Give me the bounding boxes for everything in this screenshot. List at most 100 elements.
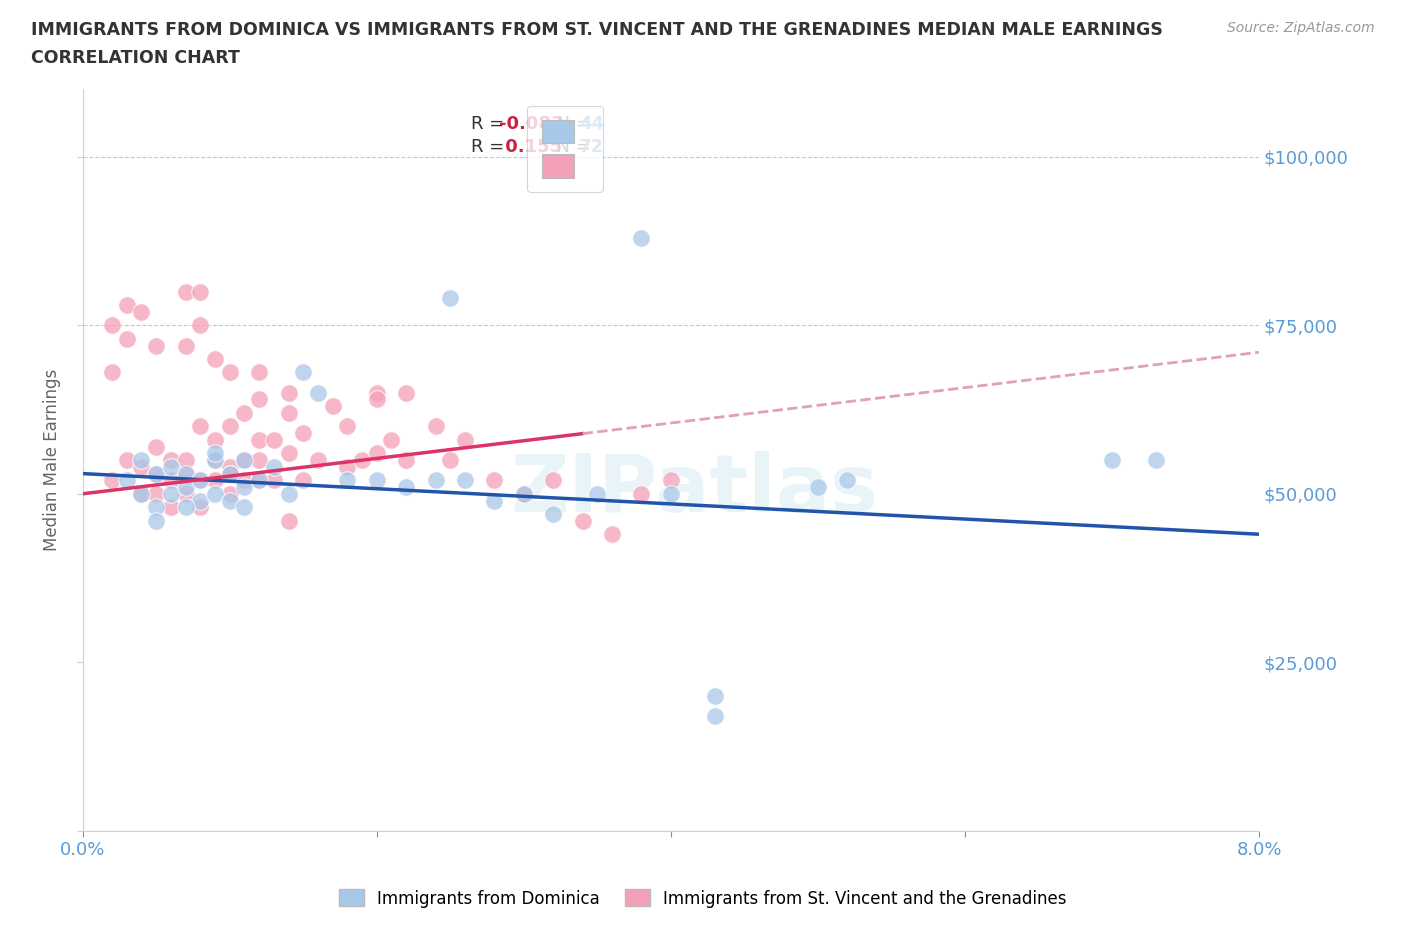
Point xyxy=(188,499,211,514)
Text: 44: 44 xyxy=(579,114,605,133)
Point xyxy=(263,459,285,474)
Point xyxy=(160,486,183,501)
Point xyxy=(188,472,211,487)
Point xyxy=(541,507,564,522)
Point xyxy=(115,453,138,468)
Point xyxy=(307,453,329,468)
Point xyxy=(484,472,506,487)
Text: IMMIGRANTS FROM DOMINICA VS IMMIGRANTS FROM ST. VINCENT AND THE GRENADINES MEDIA: IMMIGRANTS FROM DOMINICA VS IMMIGRANTS F… xyxy=(31,21,1163,39)
Point xyxy=(204,352,226,366)
Point xyxy=(263,432,285,447)
Point xyxy=(131,486,153,501)
Legend: , : , xyxy=(527,106,603,192)
Point xyxy=(247,432,270,447)
Point xyxy=(292,426,315,441)
Text: N =: N = xyxy=(546,114,596,133)
Point xyxy=(233,480,256,495)
Point xyxy=(145,499,167,514)
Point xyxy=(322,399,344,414)
Point xyxy=(659,486,682,501)
Point xyxy=(247,365,270,380)
Point xyxy=(204,453,226,468)
Point xyxy=(352,453,374,468)
Text: N =: N = xyxy=(546,139,596,156)
Point xyxy=(160,459,183,474)
Point xyxy=(277,405,299,420)
Point xyxy=(174,466,197,481)
Point xyxy=(101,472,124,487)
Point xyxy=(277,385,299,400)
Point xyxy=(101,318,124,333)
Point xyxy=(1101,453,1123,468)
Point xyxy=(145,339,167,353)
Y-axis label: Median Male Earnings: Median Male Earnings xyxy=(44,369,60,551)
Text: 72: 72 xyxy=(579,139,605,156)
Point xyxy=(131,459,153,474)
Point xyxy=(131,453,153,468)
Text: ZIPatlas: ZIPatlas xyxy=(510,451,879,529)
Point xyxy=(218,493,240,508)
Point xyxy=(704,688,727,703)
Point xyxy=(439,291,461,306)
Legend: Immigrants from Dominica, Immigrants from St. Vincent and the Grenadines: Immigrants from Dominica, Immigrants fro… xyxy=(332,883,1074,914)
Point xyxy=(513,486,536,501)
Point xyxy=(292,472,315,487)
Point xyxy=(188,285,211,299)
Point xyxy=(233,453,256,468)
Point xyxy=(174,486,197,501)
Point xyxy=(395,453,418,468)
Point xyxy=(188,493,211,508)
Point xyxy=(160,472,183,487)
Point xyxy=(247,472,270,487)
Point xyxy=(277,513,299,528)
Point xyxy=(115,298,138,312)
Point xyxy=(204,445,226,460)
Point xyxy=(277,445,299,460)
Point xyxy=(115,472,138,487)
Point xyxy=(218,418,240,433)
Point xyxy=(247,453,270,468)
Point xyxy=(233,499,256,514)
Point xyxy=(454,432,477,447)
Point xyxy=(218,459,240,474)
Point xyxy=(218,365,240,380)
Point xyxy=(174,466,197,481)
Point xyxy=(541,472,564,487)
Point xyxy=(174,480,197,495)
Point xyxy=(307,385,329,400)
Text: 0.155: 0.155 xyxy=(499,139,562,156)
Point xyxy=(233,453,256,468)
Point xyxy=(174,453,197,468)
Point xyxy=(600,526,623,541)
Point xyxy=(366,385,388,400)
Point xyxy=(336,459,359,474)
Text: R =: R = xyxy=(471,139,510,156)
Point xyxy=(145,466,167,481)
Point xyxy=(659,472,682,487)
Point xyxy=(586,486,609,501)
Text: R =: R = xyxy=(471,114,510,133)
Point xyxy=(336,418,359,433)
Point xyxy=(115,331,138,346)
Point xyxy=(395,480,418,495)
Text: Source: ZipAtlas.com: Source: ZipAtlas.com xyxy=(1227,21,1375,35)
Text: CORRELATION CHART: CORRELATION CHART xyxy=(31,49,240,67)
Point xyxy=(160,453,183,468)
Point xyxy=(454,472,477,487)
Point xyxy=(807,480,830,495)
Text: -0.083: -0.083 xyxy=(499,114,564,133)
Point xyxy=(571,513,593,528)
Point xyxy=(247,392,270,406)
Point xyxy=(425,472,447,487)
Point xyxy=(395,385,418,400)
Point xyxy=(277,486,299,501)
Point xyxy=(1144,453,1167,468)
Point xyxy=(366,445,388,460)
Point xyxy=(188,418,211,433)
Point xyxy=(131,304,153,319)
Point xyxy=(160,499,183,514)
Point xyxy=(630,486,652,501)
Point xyxy=(366,392,388,406)
Point xyxy=(292,365,315,380)
Point xyxy=(513,486,536,501)
